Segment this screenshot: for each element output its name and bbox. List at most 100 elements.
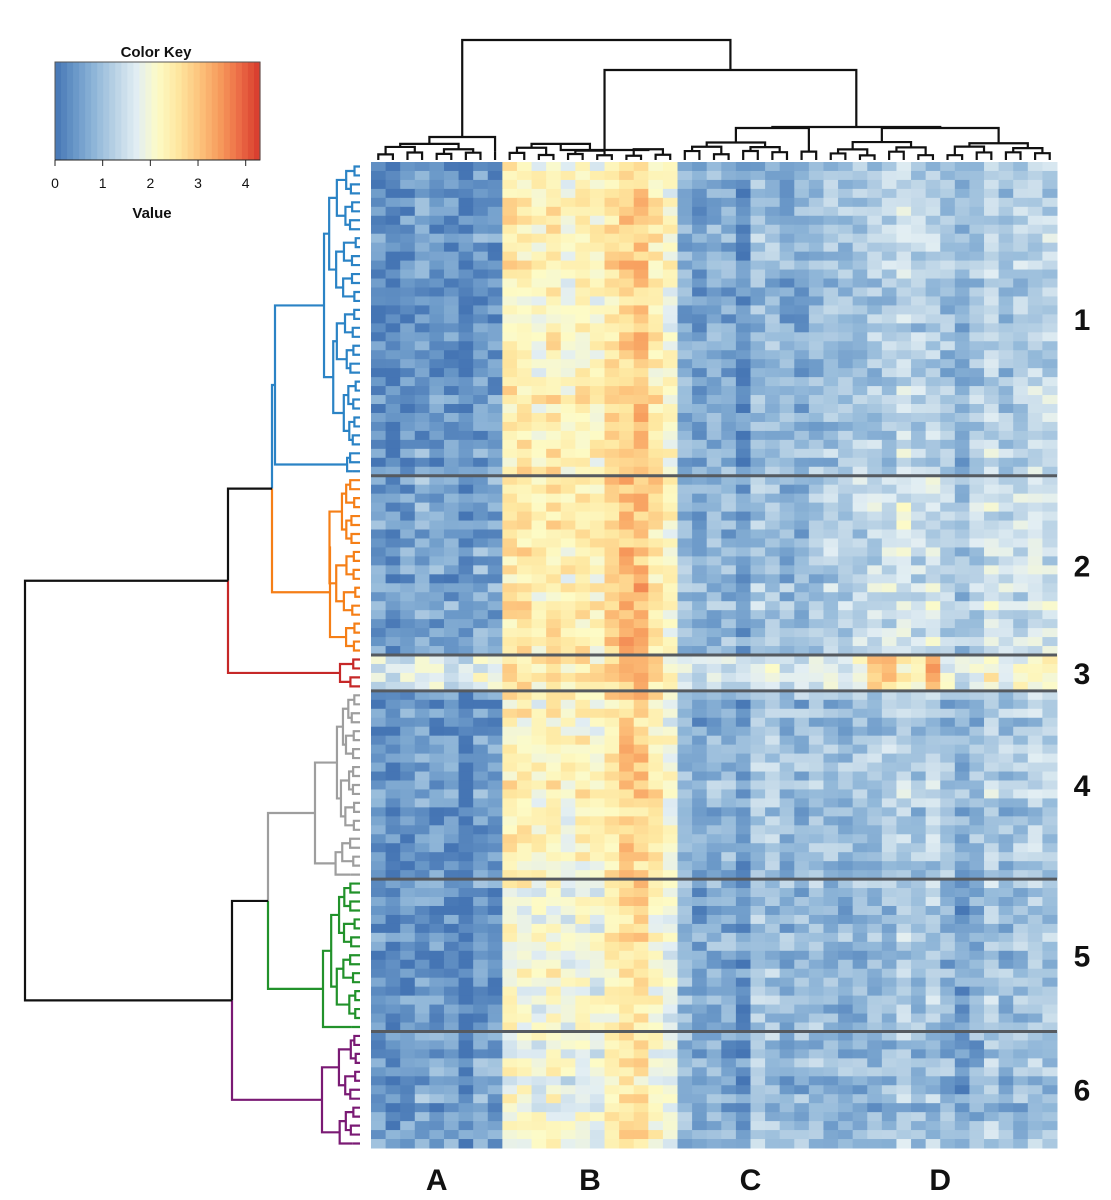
- heatmap-cell: [458, 448, 474, 459]
- heatmap-cell: [765, 879, 781, 889]
- heatmap-cell: [881, 968, 897, 979]
- heatmap-cell: [998, 1013, 1014, 1024]
- heatmap-cell: [1013, 1040, 1029, 1050]
- heatmap-cell: [648, 663, 664, 674]
- heatmap-cell: [692, 762, 708, 773]
- heatmap-cell: [502, 386, 518, 396]
- heatmap-cell: [1027, 753, 1043, 764]
- heatmap-cell: [400, 547, 416, 557]
- heatmap-cell: [400, 1031, 416, 1041]
- heatmap-cell: [443, 646, 460, 656]
- heatmap-cell: [838, 538, 854, 548]
- heatmap-cell: [823, 968, 839, 979]
- heatmap-cell: [925, 735, 941, 746]
- heatmap-cell: [604, 188, 620, 199]
- color-key-swatch: [229, 62, 237, 160]
- heatmap-cell: [969, 681, 985, 692]
- heatmap-cell: [589, 1049, 606, 1059]
- heatmap-cell: [911, 798, 927, 808]
- heatmap-cell: [473, 421, 489, 432]
- heatmap-cell: [823, 583, 839, 593]
- heatmap-cell: [575, 798, 591, 808]
- heatmap-cell: [443, 233, 460, 244]
- heatmap-cell: [443, 556, 460, 566]
- heatmap-cell: [516, 852, 533, 862]
- heatmap-cell: [692, 914, 708, 925]
- heatmap-cell: [735, 430, 751, 441]
- heatmap-cell: [852, 404, 868, 414]
- heatmap-cell: [794, 314, 810, 324]
- heatmap-cell: [881, 950, 897, 961]
- heatmap-cell: [677, 825, 693, 835]
- heatmap-cell: [852, 852, 868, 862]
- heatmap-cell: [633, 350, 649, 360]
- heatmap-cell: [779, 995, 795, 1006]
- heatmap-cell: [881, 1022, 897, 1032]
- heatmap-cell: [940, 762, 956, 773]
- heatmap-cell: [794, 708, 810, 719]
- heatmap-cell: [954, 224, 970, 235]
- heatmap-cell: [619, 663, 635, 674]
- heatmap-cell: [838, 897, 854, 907]
- heatmap-cell: [458, 1004, 474, 1015]
- heatmap-cell: [443, 699, 460, 710]
- heatmap-cell: [604, 197, 620, 208]
- heatmap-cell: [838, 484, 854, 495]
- heatmap-cell: [516, 1031, 533, 1041]
- heatmap-cell: [706, 529, 722, 539]
- heatmap-cell: [1042, 897, 1058, 907]
- heatmap-cell: [443, 466, 460, 477]
- heatmap-cell: [531, 188, 547, 199]
- heatmap-cell: [1042, 1022, 1058, 1032]
- heatmap-cell: [969, 502, 985, 513]
- heatmap-cell: [911, 484, 927, 495]
- heatmap-cell: [662, 395, 679, 405]
- heatmap-cell: [838, 386, 854, 396]
- heatmap-cell: [414, 520, 430, 531]
- heatmap-cell: [633, 977, 649, 988]
- heatmap-cell: [765, 502, 781, 513]
- heatmap-cell: [1013, 1049, 1029, 1059]
- heatmap-cell: [371, 959, 387, 970]
- heatmap-cell: [633, 188, 649, 199]
- heatmap-cell: [531, 215, 547, 226]
- heatmap-cell: [1013, 188, 1029, 199]
- heatmap-cell: [589, 314, 606, 324]
- heatmap-cell: [692, 852, 708, 862]
- heatmap-cell: [662, 323, 679, 333]
- heatmap-cell: [619, 287, 635, 297]
- heatmap-cell: [984, 206, 1000, 217]
- heatmap-cell: [692, 897, 708, 907]
- heatmap-cell: [1013, 735, 1029, 746]
- heatmap-cell: [633, 986, 649, 997]
- heatmap-cell: [516, 986, 533, 997]
- heatmap-cell: [706, 717, 722, 728]
- heatmap-cell: [677, 511, 693, 522]
- heatmap-cell: [765, 914, 781, 925]
- heatmap-cell: [371, 672, 387, 683]
- heatmap-cell: [896, 323, 912, 333]
- heatmap-cell: [721, 412, 737, 423]
- heatmap-cell: [458, 386, 474, 396]
- column-dendrogram-branch: [406, 151, 424, 160]
- heatmap-cell: [692, 681, 708, 692]
- heatmap-cell: [400, 565, 416, 575]
- heatmap-cell: [867, 278, 883, 288]
- heatmap-cell: [706, 206, 722, 217]
- heatmap-cell: [414, 1013, 430, 1024]
- heatmap-cell: [852, 493, 868, 504]
- heatmap-cell: [911, 905, 927, 916]
- heatmap-cell: [925, 646, 941, 656]
- heatmap-cell: [400, 789, 416, 799]
- heatmap-cell: [1042, 502, 1058, 513]
- heatmap-cell: [881, 170, 897, 181]
- heatmap-cell: [867, 888, 883, 898]
- heatmap-cell: [692, 386, 708, 396]
- heatmap-cell: [619, 179, 635, 190]
- heatmap-cell: [531, 789, 547, 799]
- heatmap-cell: [1013, 592, 1029, 602]
- heatmap-cell: [604, 206, 620, 217]
- heatmap-cell: [1042, 386, 1058, 396]
- heatmap-cell: [896, 215, 912, 226]
- heatmap-cell: [531, 179, 547, 190]
